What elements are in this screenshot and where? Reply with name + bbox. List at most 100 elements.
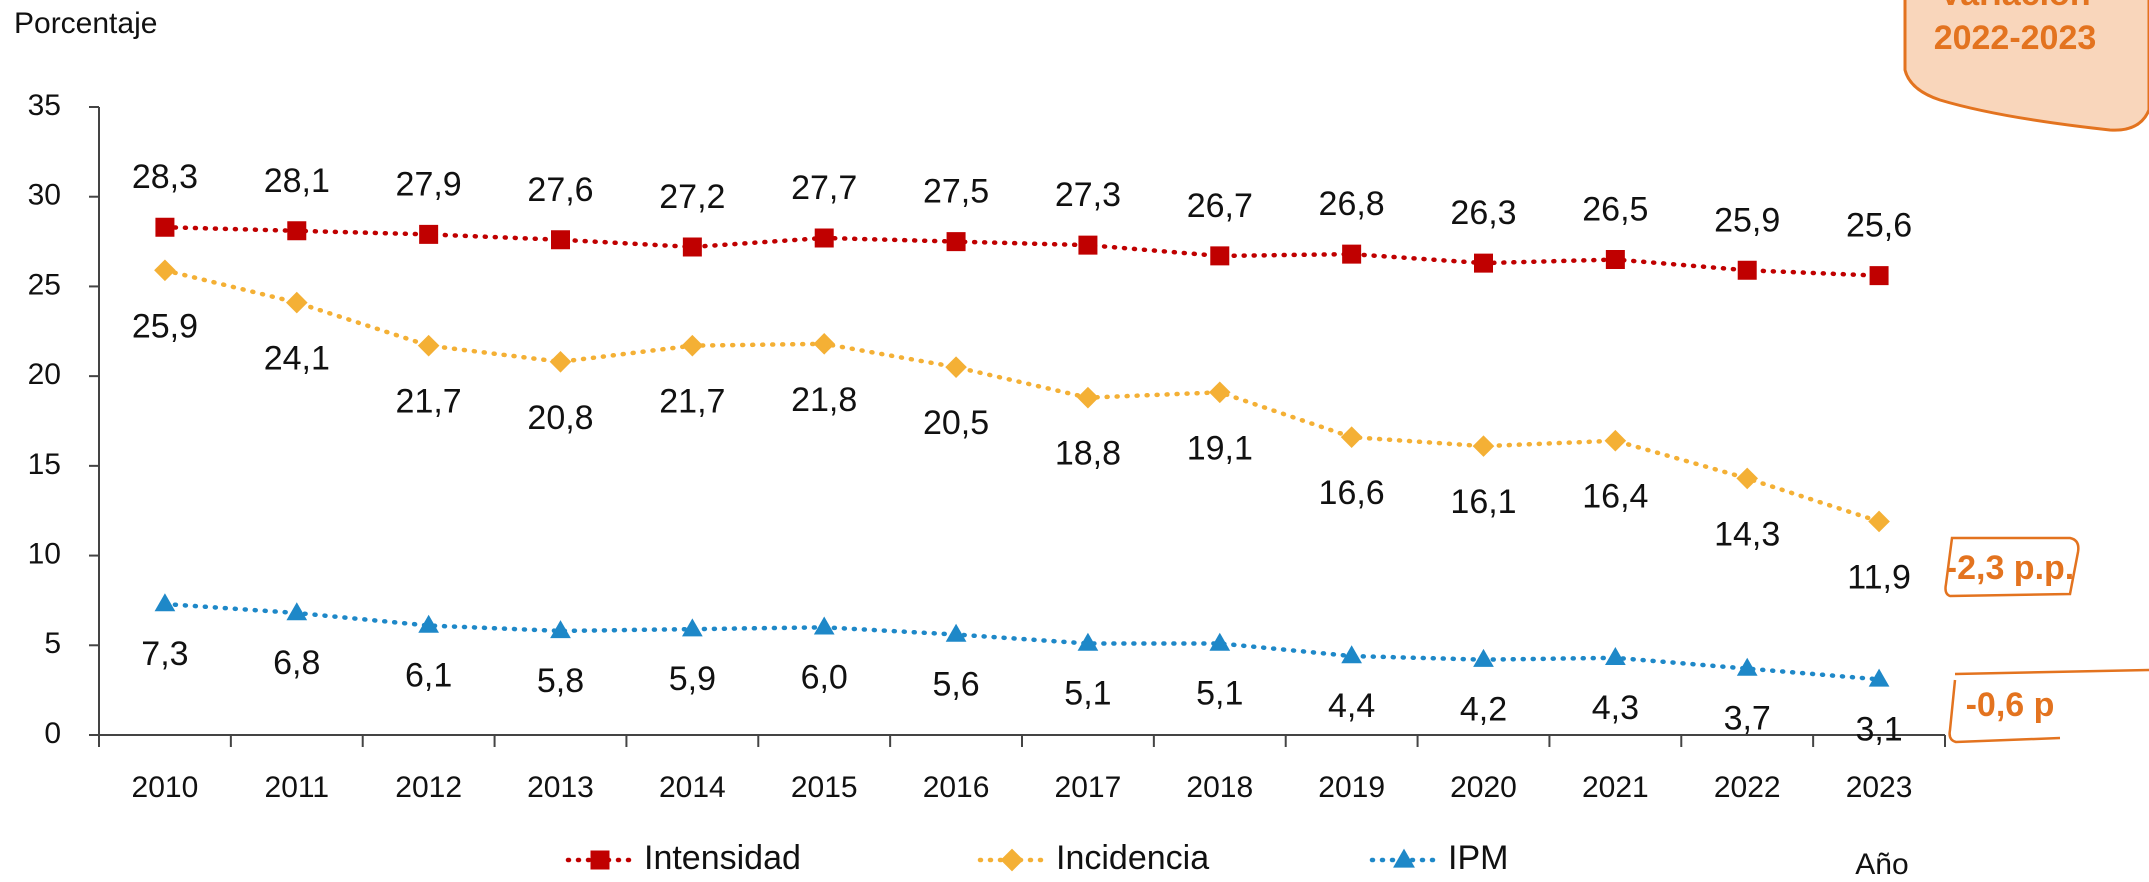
- data-label: 16,4: [1582, 478, 1648, 516]
- data-label: 27,5: [923, 173, 989, 211]
- x-tick-label: 2021: [1582, 771, 1649, 804]
- marker: [155, 217, 175, 237]
- marker: [945, 623, 967, 642]
- data-label: 18,8: [1055, 435, 1121, 473]
- marker: [1342, 244, 1362, 264]
- data-label: 27,9: [396, 165, 462, 203]
- data-label: 5,8: [537, 662, 584, 700]
- marker: [1077, 632, 1099, 651]
- x-tick-label: 2010: [132, 771, 199, 804]
- legend-label: Incidencia: [1056, 839, 1209, 877]
- data-label: 26,5: [1582, 190, 1648, 228]
- data-label: 25,9: [132, 307, 198, 345]
- marker: [1736, 467, 1759, 490]
- data-label: 6,1: [405, 657, 452, 695]
- data-label: 25,6: [1846, 207, 1912, 245]
- series-line: [162, 601, 1882, 682]
- legend-label: IPM: [1448, 839, 1508, 877]
- x-tick-label: 2013: [527, 771, 594, 804]
- marker: [1869, 266, 1889, 286]
- y-tick-label: 0: [44, 717, 61, 750]
- marker: [945, 356, 967, 378]
- marker: [551, 230, 570, 250]
- x-tick-label: 2018: [1186, 771, 1253, 804]
- data-label: 3,7: [1724, 700, 1771, 738]
- data-label: 19,1: [1187, 429, 1253, 467]
- x-tick-label: 2016: [923, 771, 990, 804]
- data-label: 21,8: [791, 381, 857, 419]
- marker: [1605, 250, 1625, 270]
- data-label: 20,5: [923, 404, 989, 442]
- data-label: 27,6: [527, 171, 593, 209]
- marker: [814, 228, 834, 248]
- data-label: 24,1: [264, 340, 330, 378]
- marker: [681, 334, 704, 357]
- data-label: 4,2: [1460, 691, 1507, 729]
- marker: [1340, 426, 1363, 448]
- marker: [287, 221, 307, 241]
- data-label: 21,7: [659, 383, 725, 421]
- marker: [813, 616, 835, 635]
- data-label: 5,6: [932, 666, 979, 704]
- data-label: 16,6: [1319, 474, 1385, 512]
- annotation-box: [1944, 536, 2080, 598]
- data-label: 5,9: [669, 660, 716, 698]
- annotation: -0,6 p: [1966, 686, 2055, 724]
- annotation: 2022-2023: [1934, 19, 2097, 57]
- marker: [682, 237, 702, 257]
- marker: [285, 291, 308, 314]
- data-label: 28,3: [132, 158, 198, 196]
- data-label: 6,0: [801, 658, 848, 696]
- annotation-box: [1948, 668, 2149, 744]
- data-label: 5,1: [1196, 674, 1243, 712]
- x-axis-label: Año: [1855, 848, 1908, 881]
- data-label: 21,7: [396, 383, 462, 421]
- marker: [1473, 648, 1494, 667]
- data-label: 6,8: [273, 644, 320, 682]
- data-label: 3,1: [1855, 710, 1902, 748]
- marker: [154, 593, 176, 612]
- marker: [1209, 632, 1231, 651]
- data-label: 4,4: [1328, 687, 1375, 725]
- data-label: 27,2: [659, 178, 725, 216]
- x-tick-label: 2012: [395, 771, 462, 804]
- marker: [946, 232, 966, 252]
- marker: [682, 618, 703, 637]
- marker: [1341, 645, 1362, 664]
- marker: [286, 602, 308, 621]
- marker: [1868, 668, 1890, 687]
- y-tick-label: 5: [44, 627, 61, 660]
- marker: [1868, 510, 1890, 533]
- marker: [417, 334, 440, 357]
- x-tick-label: 2023: [1846, 771, 1913, 804]
- marker: [550, 620, 571, 639]
- legend-label: Intensidad: [644, 839, 801, 877]
- marker: [1000, 848, 1024, 872]
- x-tick-label: 2019: [1318, 771, 1385, 804]
- marker: [1474, 253, 1493, 273]
- marker: [1737, 260, 1757, 280]
- data-label: 14,3: [1714, 515, 1780, 553]
- data-label: 26,8: [1319, 185, 1385, 223]
- marker: [590, 850, 610, 870]
- data-label: 11,9: [1847, 558, 1911, 596]
- marker: [1604, 429, 1627, 452]
- x-tick-label: 2011: [265, 771, 330, 804]
- marker: [1210, 246, 1230, 266]
- marker: [1208, 381, 1231, 404]
- x-tick-label: 2022: [1714, 771, 1781, 804]
- marker: [1736, 657, 1758, 676]
- data-label: 4,3: [1592, 689, 1639, 727]
- data-label: 28,1: [264, 162, 330, 200]
- y-tick-label: 30: [28, 179, 61, 212]
- x-tick-label: 2014: [659, 771, 726, 804]
- y-tick-label: 20: [28, 358, 61, 391]
- y-tick-label: 25: [28, 268, 61, 301]
- marker: [1077, 386, 1099, 409]
- marker: [1605, 647, 1626, 666]
- series-line: [162, 224, 1882, 278]
- x-tick-label: 2020: [1450, 771, 1517, 804]
- data-label: 16,1: [1450, 483, 1516, 521]
- data-label: 5,1: [1064, 674, 1111, 712]
